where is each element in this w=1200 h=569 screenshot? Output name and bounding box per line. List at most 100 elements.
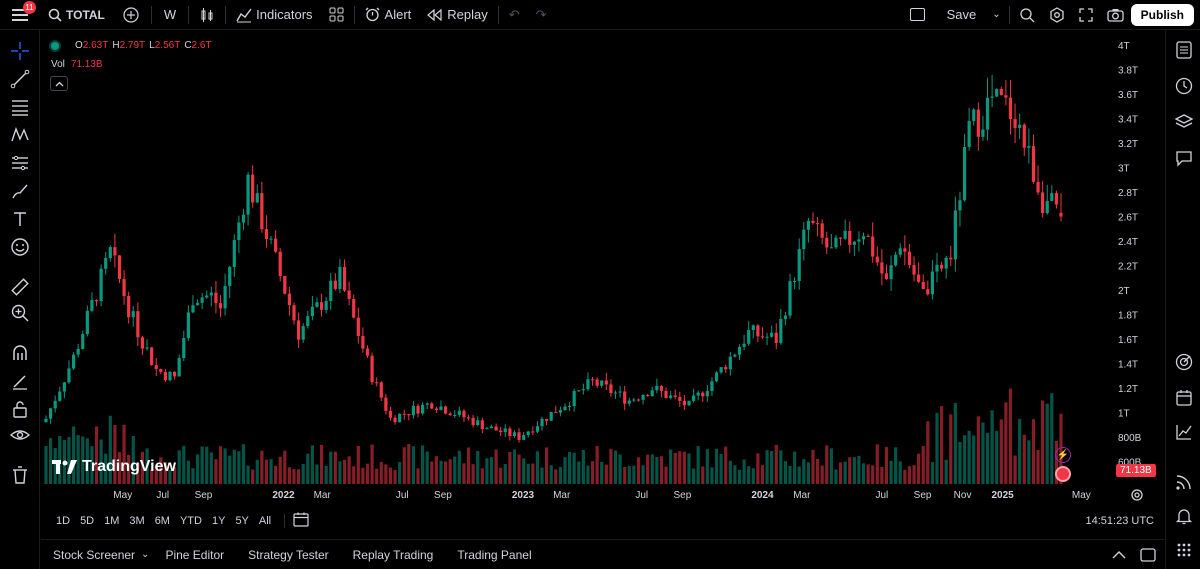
candle-body: [843, 230, 847, 239]
volume-bar: [710, 467, 714, 484]
brush-tool[interactable]: [6, 178, 34, 204]
help-button[interactable]: [1170, 502, 1198, 530]
time-axis[interactable]: May Jul Sep 2022 Mar Jul Sep 2023 Mar Jul Sep 2024 M…: [113, 490, 1090, 501]
emoji-tool[interactable]: [6, 234, 34, 260]
panel-menu-button[interactable]: [1170, 536, 1198, 564]
pine-button[interactable]: [1170, 418, 1198, 446]
tab-stock-screener[interactable]: Stock Screener: [53, 547, 136, 562]
price-chart[interactable]: 4T 3.8T 3.6T 3.4T 3.2T 3T 2.8T 2.6T 2.4T 2.2T 2T 1.…: [41, 34, 1164, 504]
indicators-button[interactable]: Indicators: [228, 0, 320, 30]
compare-button[interactable]: [113, 0, 149, 30]
layouts-button[interactable]: [321, 0, 352, 30]
y-tick-label: 4T: [1118, 41, 1130, 52]
settings-button[interactable]: [1042, 0, 1072, 30]
utc-clock[interactable]: 14:51:23 UTC: [1085, 515, 1154, 527]
range-button-1m[interactable]: 1M: [104, 515, 120, 527]
tradingview-logo[interactable]: TradingView: [52, 458, 176, 476]
stay-drawing-tool[interactable]: [6, 368, 34, 394]
volume-bar: [264, 459, 269, 484]
axis-settings-button[interactable]: [1130, 488, 1144, 505]
zoom-tool[interactable]: [6, 300, 34, 326]
forecast-icon: [12, 155, 28, 171]
magnet-tool[interactable]: [6, 340, 34, 366]
save-menu-button[interactable]: ⌄: [986, 0, 1006, 30]
fullscreen-button[interactable]: [1072, 0, 1100, 30]
close-key: C: [184, 40, 192, 51]
range-button-6m[interactable]: 6M: [154, 515, 170, 527]
symbol-label: TOTAL: [66, 7, 105, 22]
chart-type-button[interactable]: [191, 0, 223, 30]
publish-button[interactable]: Publish: [1130, 3, 1194, 26]
tab-replay-trading[interactable]: Replay Trading: [352, 547, 434, 562]
maximize-panel-icon[interactable]: [1140, 547, 1156, 562]
fib-tool[interactable]: [6, 94, 34, 120]
alerts-panel-button[interactable]: [1170, 72, 1198, 100]
symbol-search[interactable]: TOTAL: [40, 0, 113, 30]
range-button-5y[interactable]: 5Y: [235, 515, 249, 527]
candle-body: [728, 356, 732, 370]
volume-bar: [186, 460, 190, 484]
price-axis[interactable]: 4T 3.8T 3.6T 3.4T 3.2T 3T 2.8T 2.6T 2.4T 2.2T 2T 1.…: [1118, 41, 1142, 469]
menu-button[interactable]: 11: [0, 0, 40, 30]
candle-body: [416, 405, 420, 414]
volume-bar: [462, 463, 466, 484]
save-button[interactable]: Save: [946, 7, 977, 22]
crosshair-tool[interactable]: [6, 38, 34, 64]
candle-body: [779, 318, 783, 343]
chats-button[interactable]: [1170, 144, 1198, 172]
measure-tool[interactable]: [6, 274, 34, 300]
chevron-down-icon[interactable]: ⌄: [141, 549, 150, 560]
trendline-tool[interactable]: [6, 66, 34, 92]
x-tick-label: Mar: [553, 490, 571, 501]
volume-bar: [251, 469, 255, 484]
range-button-3m[interactable]: 3M: [129, 515, 145, 527]
eye-icon: [10, 430, 30, 440]
redo-button[interactable]: ↷: [528, 0, 555, 30]
calendar-button[interactable]: [1170, 384, 1198, 412]
range-button-all[interactable]: All: [258, 515, 272, 527]
volume-bar: [632, 465, 636, 484]
lock-drawings-tool[interactable]: [6, 396, 34, 422]
ideas-button[interactable]: [1170, 348, 1198, 376]
candle-body: [1054, 193, 1059, 205]
chevron-up-icon[interactable]: [1112, 550, 1126, 559]
snapshot-button[interactable]: [1100, 0, 1131, 30]
remove-drawings-tool[interactable]: [6, 462, 34, 488]
lightning-event-icon[interactable]: ⚡: [1055, 447, 1071, 463]
quick-search-button[interactable]: [1012, 0, 1042, 30]
volume-bar: [127, 454, 131, 484]
candle-body: [701, 392, 705, 397]
alert-button[interactable]: Alert: [357, 0, 420, 30]
forecast-tool[interactable]: [6, 150, 34, 176]
text-tool[interactable]: [6, 206, 34, 232]
news-button[interactable]: [1170, 468, 1198, 496]
watchlist-button[interactable]: [1170, 36, 1198, 64]
candle-body: [81, 334, 85, 349]
object-tree-button[interactable]: [1170, 108, 1198, 136]
candle-body: [44, 418, 48, 423]
candle-body: [999, 88, 1003, 96]
candle-body: [673, 395, 677, 397]
candle-body: [917, 274, 921, 282]
range-button-1y[interactable]: 1Y: [211, 515, 226, 527]
undo-button[interactable]: ↶: [501, 0, 528, 30]
range-button-5d[interactable]: 5D: [80, 515, 95, 527]
pattern-tool[interactable]: [6, 122, 34, 148]
volume-bar: [806, 462, 810, 484]
tab-trading-panel[interactable]: Trading Panel: [457, 547, 532, 562]
replay-button[interactable]: Replay: [419, 0, 495, 30]
us-flag-event-icon[interactable]: [1055, 466, 1071, 482]
range-button-ytd[interactable]: YTD: [179, 515, 202, 527]
tab-pine-editor[interactable]: Pine Editor: [165, 547, 225, 562]
volume-bar: [770, 450, 774, 484]
candle-body: [714, 372, 719, 382]
hide-drawings-tool[interactable]: [6, 422, 34, 448]
interval-button[interactable]: W: [163, 7, 177, 22]
tab-strategy-tester[interactable]: Strategy Tester: [248, 547, 329, 562]
volume-bar: [673, 452, 677, 484]
range-button-1d[interactable]: 1D: [56, 515, 71, 527]
candle-body: [1045, 200, 1049, 214]
layout-select-button[interactable]: [898, 0, 937, 30]
collapse-legend-button[interactable]: [50, 76, 68, 91]
goto-date-button[interactable]: [293, 512, 309, 530]
